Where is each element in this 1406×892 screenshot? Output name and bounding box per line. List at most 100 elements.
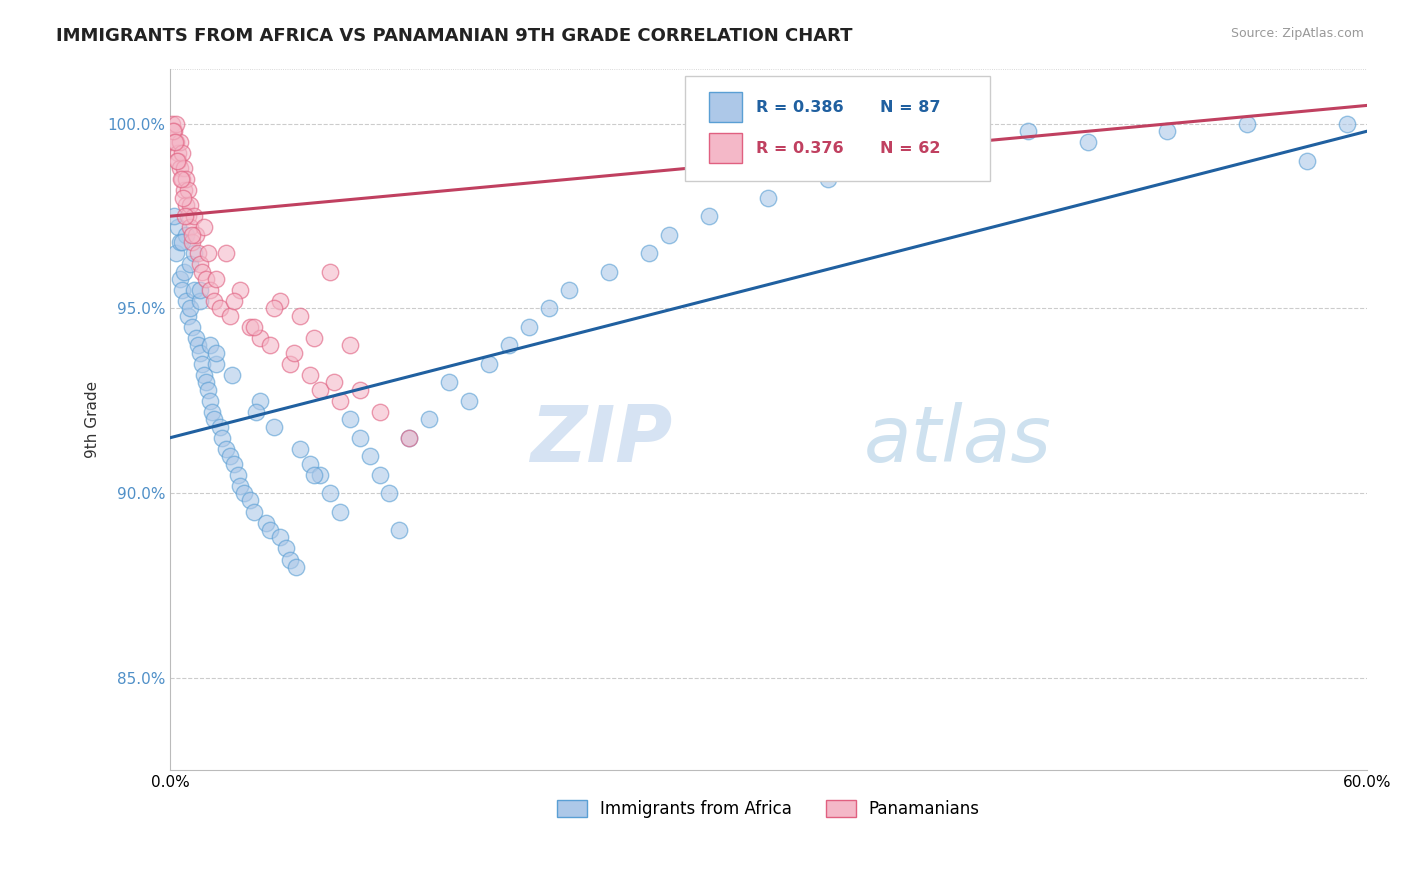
- Point: [188, 346, 211, 360]
- Point: [170, 172, 193, 186]
- Point: [278, 357, 301, 371]
- Point: [162, 124, 184, 138]
- Point: [208, 419, 231, 434]
- Point: [195, 272, 218, 286]
- Point: [249, 393, 271, 408]
- Point: [302, 467, 325, 482]
- Point: [418, 412, 440, 426]
- Point: [163, 124, 186, 138]
- Point: [856, 153, 879, 168]
- Point: [174, 198, 197, 212]
- Point: [1336, 117, 1358, 131]
- Point: [174, 227, 197, 242]
- Point: [249, 331, 271, 345]
- Point: [174, 172, 197, 186]
- Point: [183, 283, 205, 297]
- Point: [181, 235, 204, 249]
- Point: [215, 246, 238, 260]
- Point: [165, 117, 187, 131]
- Point: [298, 457, 321, 471]
- Point: [181, 320, 204, 334]
- Point: [169, 161, 191, 176]
- Point: [283, 346, 305, 360]
- Point: [222, 457, 245, 471]
- Point: [259, 523, 281, 537]
- Text: atlas: atlas: [865, 402, 1052, 478]
- Y-axis label: 9th Grade: 9th Grade: [86, 381, 100, 458]
- Point: [1296, 153, 1319, 168]
- Point: [398, 431, 420, 445]
- Point: [349, 383, 371, 397]
- Legend: Immigrants from Africa, Panamanians: Immigrants from Africa, Panamanians: [550, 793, 987, 825]
- Point: [183, 246, 205, 260]
- Point: [1236, 117, 1258, 131]
- Point: [173, 161, 195, 176]
- Point: [517, 320, 540, 334]
- Point: [174, 209, 197, 223]
- Point: [184, 227, 207, 242]
- Point: [197, 246, 219, 260]
- Point: [388, 523, 411, 537]
- Point: [259, 338, 281, 352]
- Point: [205, 346, 228, 360]
- Point: [243, 504, 266, 518]
- Point: [198, 283, 221, 297]
- FancyBboxPatch shape: [685, 76, 990, 181]
- Point: [637, 246, 659, 260]
- Point: [198, 393, 221, 408]
- Point: [1076, 136, 1098, 150]
- Point: [193, 368, 215, 382]
- Point: [165, 136, 187, 150]
- Point: [219, 309, 242, 323]
- Text: ZIP: ZIP: [530, 402, 672, 478]
- Point: [172, 191, 194, 205]
- Point: [181, 227, 204, 242]
- Point: [329, 393, 352, 408]
- Point: [917, 146, 939, 161]
- Point: [197, 383, 219, 397]
- Point: [219, 449, 242, 463]
- Point: [398, 431, 420, 445]
- Point: [239, 493, 262, 508]
- Point: [167, 153, 190, 168]
- Point: [318, 264, 340, 278]
- Point: [308, 467, 330, 482]
- Point: [177, 309, 200, 323]
- Point: [202, 294, 225, 309]
- Point: [163, 209, 186, 223]
- Point: [165, 136, 187, 150]
- FancyBboxPatch shape: [709, 92, 742, 122]
- Text: R = 0.376: R = 0.376: [756, 141, 844, 155]
- Point: [229, 479, 252, 493]
- Point: [170, 283, 193, 297]
- Point: [226, 467, 249, 482]
- Point: [205, 357, 228, 371]
- Point: [205, 272, 228, 286]
- Point: [439, 376, 461, 390]
- Point: [308, 383, 330, 397]
- Point: [221, 368, 243, 382]
- Point: [160, 117, 183, 131]
- Point: [167, 220, 190, 235]
- Point: [167, 146, 190, 161]
- Point: [658, 227, 681, 242]
- Point: [174, 294, 197, 309]
- Point: [339, 412, 361, 426]
- Point: [187, 246, 209, 260]
- Point: [498, 338, 520, 352]
- Point: [222, 294, 245, 309]
- Point: [302, 331, 325, 345]
- Point: [458, 393, 481, 408]
- Point: [173, 264, 195, 278]
- Point: [329, 504, 352, 518]
- Point: [166, 153, 188, 168]
- Point: [278, 552, 301, 566]
- Point: [956, 136, 979, 150]
- Point: [697, 209, 720, 223]
- Point: [163, 136, 186, 150]
- Text: Source: ZipAtlas.com: Source: ZipAtlas.com: [1230, 27, 1364, 40]
- Point: [188, 257, 211, 271]
- Text: N = 62: N = 62: [880, 141, 941, 155]
- Point: [349, 431, 371, 445]
- Point: [243, 320, 266, 334]
